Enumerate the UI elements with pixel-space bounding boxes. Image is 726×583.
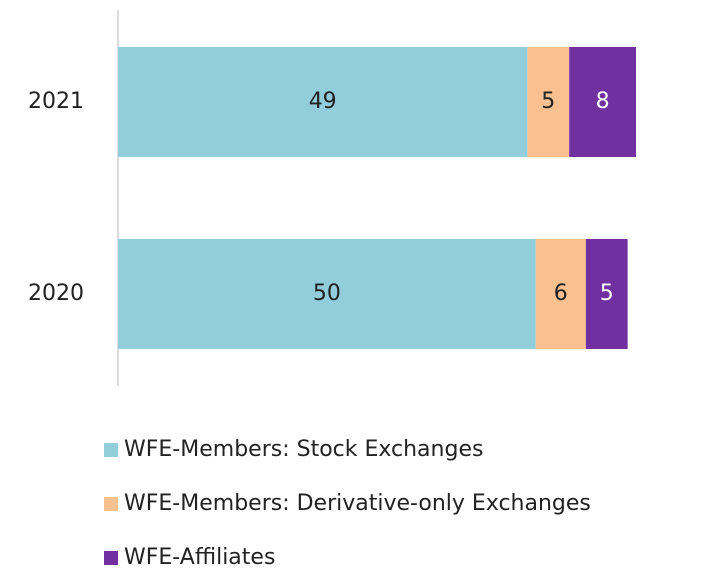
data-label: 6 <box>554 281 568 306</box>
bar-segment <box>118 239 536 349</box>
y-tick-label: 2021 <box>28 89 84 114</box>
bar-segment <box>527 47 570 157</box>
legend-swatch <box>104 497 118 511</box>
bar-segment <box>585 239 628 349</box>
data-label: 8 <box>596 89 610 114</box>
data-label: 49 <box>309 89 337 114</box>
legend-swatch <box>104 551 118 565</box>
legend-label: WFE-Affiliates <box>124 545 275 570</box>
bar-segment <box>118 47 528 157</box>
legend-label: WFE-Members: Stock Exchanges <box>124 437 483 462</box>
data-label: 50 <box>313 281 341 306</box>
legend-label: WFE-Members: Derivative-only Exchanges <box>124 491 591 516</box>
bar-segment <box>535 239 586 349</box>
bar-segment <box>569 47 636 157</box>
data-label: 5 <box>541 89 555 114</box>
data-label: 5 <box>600 281 614 306</box>
legend-swatch <box>104 443 118 457</box>
y-tick-label: 2020 <box>28 281 84 306</box>
